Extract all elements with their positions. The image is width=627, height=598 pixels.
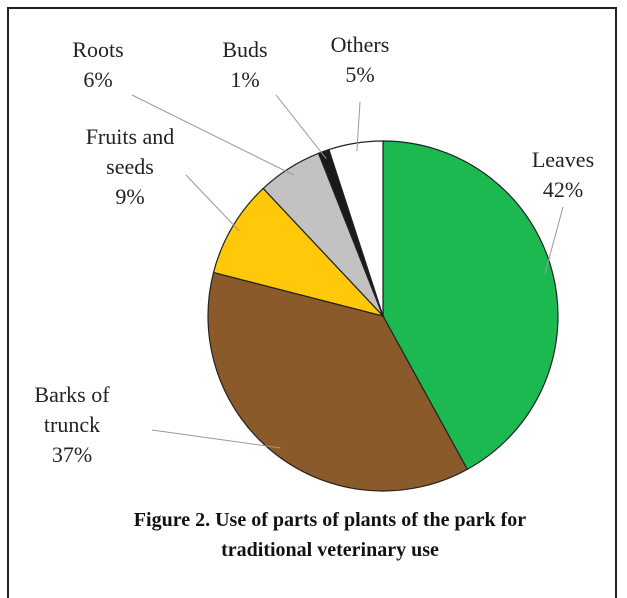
pie-slice — [328, 140, 384, 317]
slice-label: Barks of trunck 37% — [12, 380, 132, 470]
leader-line — [544, 206, 564, 275]
value-label: 1% — [230, 67, 260, 92]
pie-slice — [212, 187, 385, 318]
value-label: 9% — [115, 184, 145, 209]
value-label: 37% — [51, 442, 93, 467]
slice-label: Roots 6% — [48, 35, 148, 95]
category-label: Roots — [72, 37, 124, 62]
slice-label: Others 5% — [310, 30, 410, 90]
leader-line — [185, 174, 240, 232]
slice-label: Fruits and seeds 9% — [65, 122, 195, 212]
value-label: 6% — [83, 67, 113, 92]
pie-slice — [207, 271, 469, 492]
leader-line — [275, 94, 327, 160]
value-label: 42% — [542, 177, 584, 202]
category-label: Leaves — [531, 147, 595, 172]
caption: Figure 2. Use of parts of plants of the … — [133, 509, 527, 561]
slice-label: Buds 1% — [200, 35, 290, 95]
category-label: Barks of trunck — [34, 382, 110, 437]
frame — [7, 7, 617, 598]
pie-slice — [382, 140, 559, 471]
leader-line — [356, 101, 361, 152]
slice-label: Leaves 42% — [513, 145, 613, 205]
category-label: Others — [330, 32, 390, 57]
leader-line — [151, 429, 281, 449]
value-label: 5% — [345, 62, 375, 87]
category-label: Buds — [222, 37, 268, 62]
leader-line — [131, 94, 294, 176]
category-label: Fruits and seeds — [85, 124, 175, 179]
